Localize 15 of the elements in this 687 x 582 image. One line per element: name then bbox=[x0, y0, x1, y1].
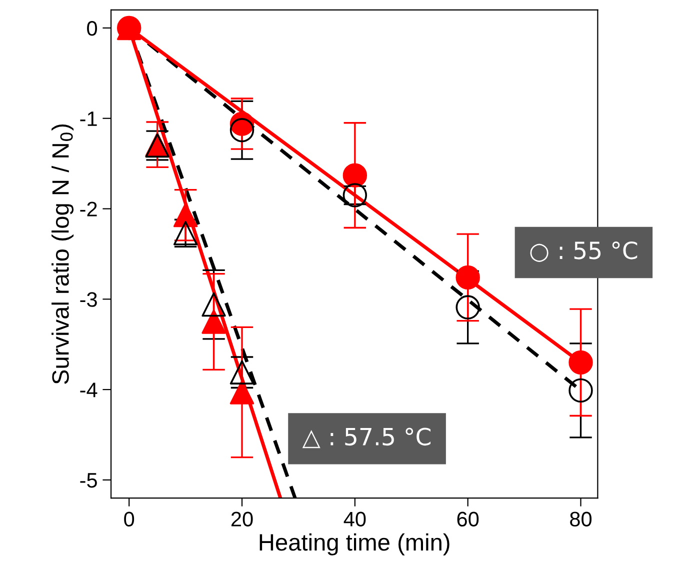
x-tick-label: 60 bbox=[457, 512, 479, 527]
y-tick-label: -3 bbox=[80, 292, 97, 307]
y-tick-label: -4 bbox=[80, 382, 98, 398]
y-tick-label: -1 bbox=[80, 112, 97, 126]
y-axis-title: Survival ratio (log N / N$_{0}$) bbox=[52, 124, 74, 384]
x-axis-title: Heating time (min) bbox=[260, 533, 450, 556]
x-tick-label: 0 bbox=[124, 512, 134, 527]
x-tick-label: 20 bbox=[231, 512, 253, 527]
annotation: ○ : 55 °C bbox=[530, 241, 638, 262]
y-tick-label: -2 bbox=[80, 202, 97, 216]
x-tick-label: 40 bbox=[344, 512, 366, 527]
y-tick-label: -5 bbox=[80, 473, 97, 488]
x-tick-label: 80 bbox=[570, 512, 592, 527]
y-tick-label: 0 bbox=[87, 20, 98, 36]
annotation: △ : 57.5 °C bbox=[302, 428, 430, 448]
